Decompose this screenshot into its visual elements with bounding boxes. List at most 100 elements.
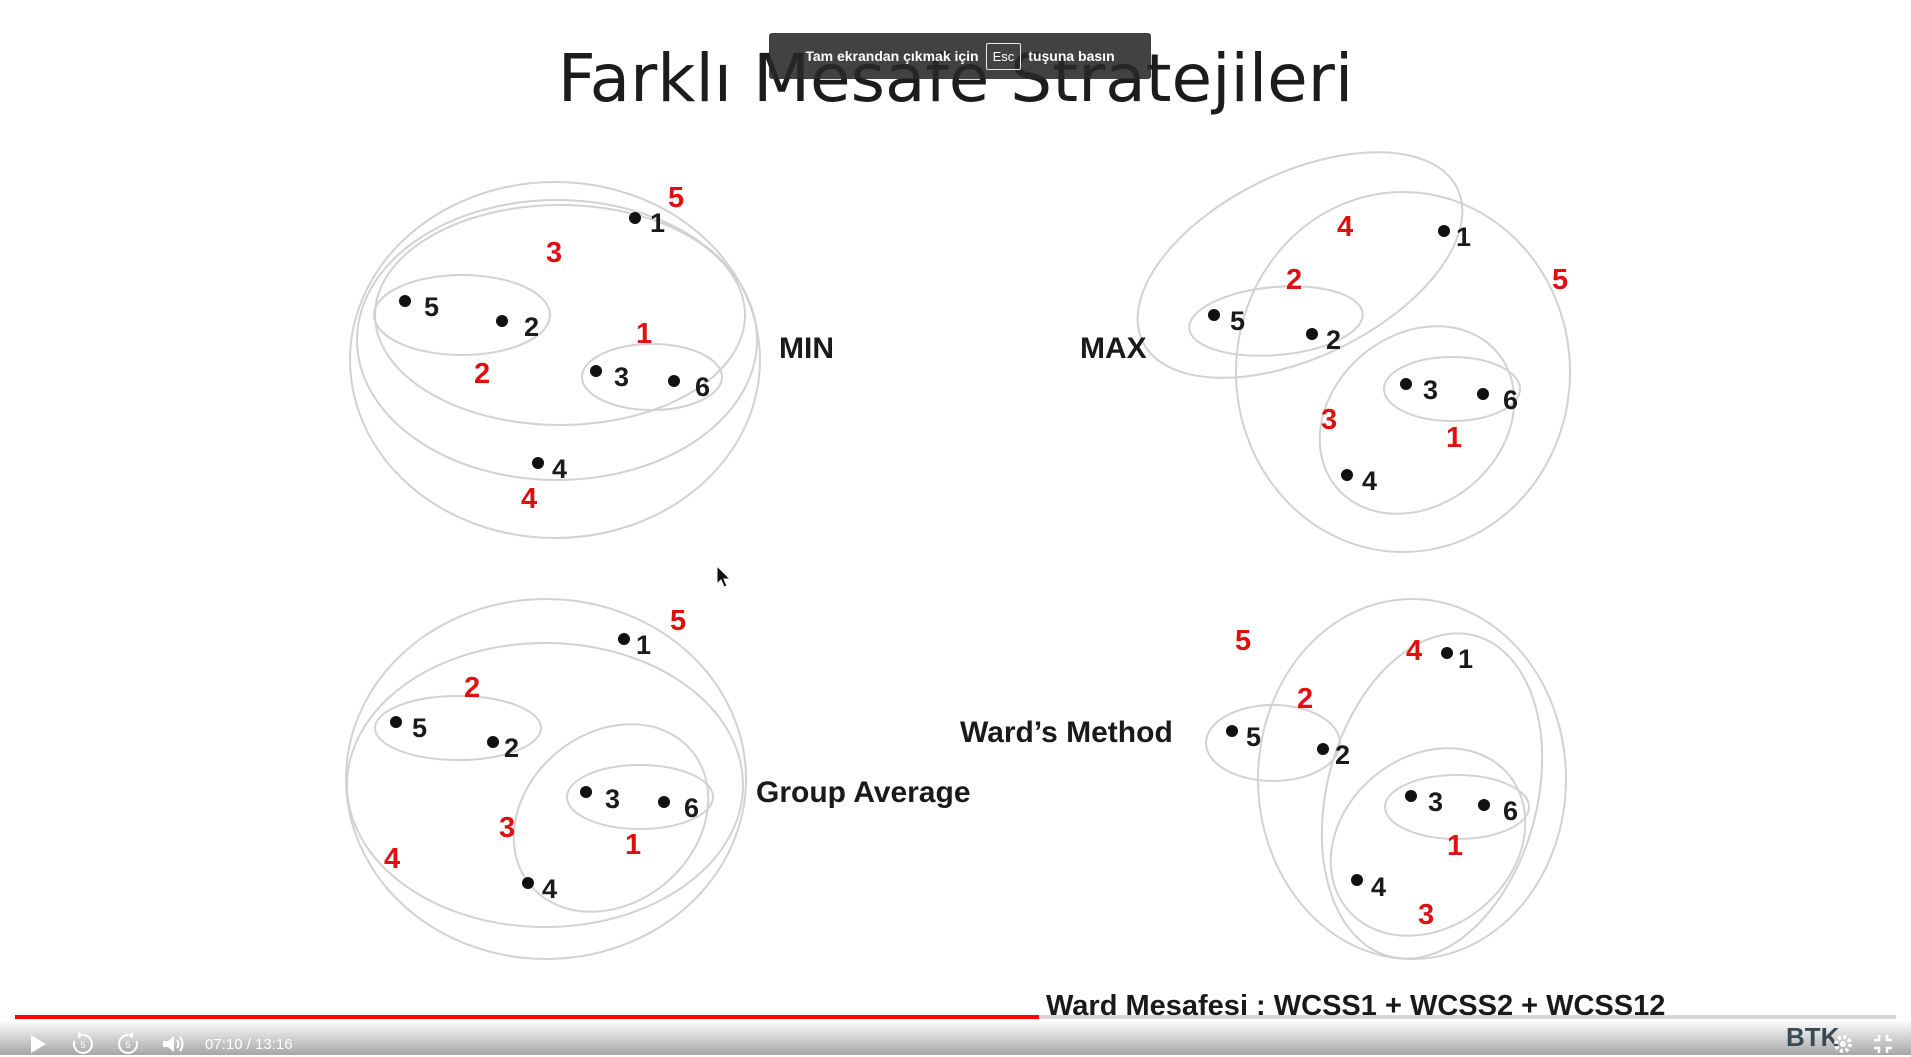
min-point-label-4: 4 [552,454,567,484]
max-cluster-52 [1188,285,1364,357]
esc-key: Esc [985,42,1022,70]
min-cluster-outer [349,181,761,539]
min-point-label-6: 6 [695,372,710,402]
max-point-2 [1306,328,1318,340]
max-label: MAX [1080,332,1147,365]
ga-point-4 [522,877,534,889]
ga-point-2 [487,736,499,748]
min-order-4: 4 [521,483,537,515]
volume-icon [163,1036,184,1052]
min-point-label-3: 3 [614,362,629,392]
ward-cluster-36 [1384,774,1530,840]
ga-order-3: 3 [499,812,515,844]
max-point-6 [1477,388,1489,400]
min-point-label-5: 5 [424,292,439,322]
ward-point-label-5: 5 [1246,722,1261,752]
ward-point-label-2: 2 [1335,740,1350,770]
fullscreen-exit-notice: Tam ekrandan çıkmak için Esc tuşuna bası… [769,33,1151,79]
svg-text:5: 5 [80,1040,85,1050]
progress-bar[interactable] [15,1015,1896,1019]
group-average-label: Group Average [756,776,971,809]
ward-cluster-52 [1205,704,1341,782]
svg-text:5: 5 [125,1040,130,1050]
ga-point-label-4: 4 [542,874,557,904]
max-point-1 [1438,225,1450,237]
ga-cluster-level4 [346,642,744,928]
max-order-3: 3 [1321,404,1337,436]
volume-button[interactable] [161,1031,187,1057]
min-cluster-36 [581,343,723,411]
settings-icon [1834,1035,1852,1053]
max-point-label-3: 3 [1423,375,1438,405]
max-order-5: 5 [1552,264,1568,296]
forward-5-button[interactable]: 5 [115,1031,141,1057]
player-controls [0,1020,1911,1055]
ward-point-4 [1351,874,1363,886]
min-point-5 [399,295,411,307]
max-point-5 [1208,309,1220,321]
max-cluster-3-6-4 [1318,325,1516,515]
progress-played [15,1015,1040,1019]
max-point-label-1: 1 [1456,222,1471,252]
ga-point-label-5: 5 [412,713,427,743]
play-button[interactable] [25,1031,51,1057]
max-point-label-4: 4 [1362,466,1377,496]
ga-cluster-52 [374,695,542,761]
ward-point-1 [1441,647,1453,659]
ga-order-5: 5 [670,605,686,637]
ga-point-6 [658,796,670,808]
ward-label: Ward’s Method [960,716,1173,749]
max-point-3 [1400,378,1412,390]
ga-point-label-6: 6 [684,793,699,823]
ward-point-2 [1317,743,1329,755]
notice-text-before: Tam ekrandan çıkmak için [805,48,979,64]
ward-point-label-4: 4 [1371,872,1386,902]
ward-point-label-6: 6 [1503,796,1518,826]
max-order-2: 2 [1286,264,1302,296]
ward-cluster-3-6-4 [1329,747,1527,937]
ga-order-4: 4 [384,843,400,875]
play-icon [31,1035,46,1053]
ward-order-1: 1 [1447,830,1463,862]
exit-fullscreen-button[interactable] [1870,1031,1896,1057]
rewind-5-button[interactable]: 5 [70,1031,96,1057]
group-average-diagram: 1 5 2 3 6 4 5 2 3 1 4 [345,598,747,960]
min-order-2: 2 [474,358,490,390]
settings-button[interactable] [1830,1031,1856,1057]
ga-point-1 [618,633,630,645]
min-label: MIN [779,332,834,365]
max-point-label-5: 5 [1230,306,1245,336]
min-order-3: 3 [546,237,562,269]
ward-order-3: 3 [1418,899,1434,931]
max-cluster-1-5-2 [1136,151,1464,379]
max-point-label-6: 6 [1503,385,1518,415]
ga-point-3 [580,786,592,798]
ward-point-label-3: 3 [1428,787,1443,817]
max-point-4 [1341,469,1353,481]
max-cluster-outer [1235,191,1571,553]
ward-cluster-1-3-6-4 [1320,632,1544,960]
forward-5-icon: 5 [118,1032,138,1054]
min-point-label-2: 2 [524,312,539,342]
ward-order-2: 2 [1297,683,1313,715]
ga-point-label-1: 1 [636,630,651,660]
ga-point-5 [390,716,402,728]
max-order-1: 1 [1446,422,1462,454]
max-point-label-2: 2 [1326,325,1341,355]
ward-order-4: 4 [1406,635,1422,667]
exit-fullscreen-icon [1874,1035,1892,1053]
ga-cluster-36 [566,764,714,830]
min-point-3 [590,365,602,377]
min-point-4 [532,457,544,469]
max-cluster-36 [1383,356,1521,422]
rewind-5-icon: 5 [73,1032,93,1054]
ward-point-3 [1405,790,1417,802]
ward-point-5 [1226,725,1238,737]
min-point-2 [496,315,508,327]
notice-text-after: tuşuna basın [1028,48,1115,64]
ga-point-label-3: 3 [605,784,620,814]
min-point-label-1: 1 [650,208,665,238]
ward-diagram: 1 5 2 3 6 4 5 4 2 1 3 [1205,598,1567,960]
ga-point-label-2: 2 [504,733,519,763]
